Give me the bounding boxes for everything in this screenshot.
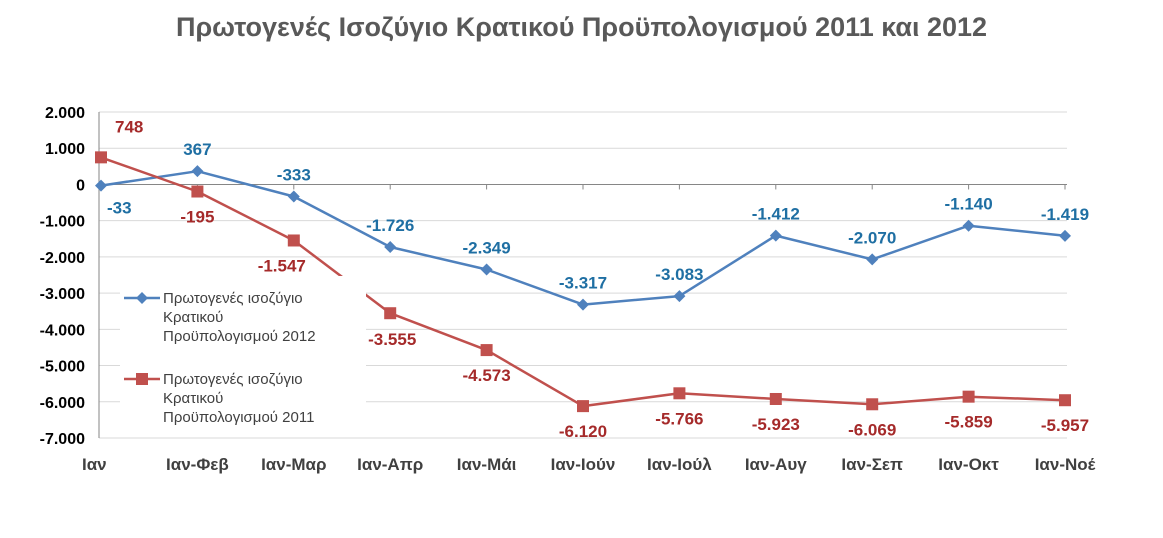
y-tick-label: -7.000: [40, 431, 85, 448]
series-1-point: [191, 165, 204, 178]
legend-label: Προϋπολογισμού 2011: [163, 409, 314, 426]
x-tick-label: Ιαν-Απρ: [357, 455, 423, 474]
series-1-point: [577, 298, 589, 311]
data-label: -195: [180, 208, 214, 227]
data-label: -1.412: [752, 205, 800, 224]
data-label: -1.419: [1041, 205, 1089, 224]
legend-label: Προϋπολογισμού 2012: [163, 328, 316, 345]
data-label: -4.573: [462, 366, 510, 385]
data-label: -5.859: [944, 413, 992, 432]
series-2-point: [287, 234, 300, 247]
data-label: -2.070: [848, 228, 896, 247]
y-tick-label: 1.000: [45, 141, 85, 158]
x-tick-label: Ιαν-Αυγ: [745, 455, 807, 474]
series-2-point: [191, 185, 204, 198]
legend-label: Πρωτογενές ισοζύγιο: [163, 371, 303, 388]
series-1-point: [1059, 229, 1071, 242]
y-tick-label: -2.000: [40, 250, 85, 267]
data-label: -6.069: [848, 420, 896, 439]
data-label: 748: [115, 117, 143, 136]
series-2-point: [673, 387, 686, 400]
y-tick-label: -5.000: [40, 359, 85, 376]
series-2-point: [384, 307, 397, 320]
series-2-point: [1059, 394, 1071, 407]
x-tick-label: Ιαν-Ιούν: [551, 455, 616, 474]
legend-bg: [120, 357, 366, 419]
y-tick-label: -1.000: [40, 214, 85, 231]
y-tick-label: 0: [76, 177, 85, 194]
x-tick-label: Ιαν-Μαρ: [261, 455, 326, 474]
x-tick-label: Ιαν-Φεβ: [166, 455, 229, 474]
y-tick-label: -3.000: [40, 286, 85, 303]
legend-swatch-marker: [136, 292, 148, 304]
data-label: -1.140: [944, 195, 992, 214]
x-tick-label: Ιαν-Νοέ: [1035, 455, 1096, 474]
data-label: -3.555: [368, 330, 416, 349]
series-2-point: [577, 400, 589, 413]
legend-bg: [120, 276, 366, 338]
data-label: -6.120: [559, 422, 607, 441]
x-tick-label: Ιαν-Οκτ: [938, 455, 999, 474]
series-2-point: [962, 390, 975, 403]
data-label: -5.766: [655, 409, 703, 428]
series-1-point: [384, 240, 397, 253]
legend-label: Κρατικού: [163, 309, 223, 326]
data-label: -5.957: [1041, 416, 1089, 435]
series-1-point: [287, 190, 300, 203]
data-label: -3.317: [559, 274, 607, 293]
data-label: -3.083: [655, 265, 703, 284]
data-label: 367: [183, 140, 211, 159]
series-1-point: [95, 179, 107, 192]
x-tick-label: Ιαν-Ιούλ: [647, 455, 712, 474]
x-tick-label: Ιαν-Σεπ: [841, 455, 903, 474]
data-label: -1.547: [258, 256, 306, 275]
legend-label: Πρωτογενές ισοζύγιο: [163, 290, 303, 307]
chart-title: Πρωτογενές Ισοζύγιο Κρατικού Προϋπολογισ…: [175, 12, 988, 42]
data-label: -5.923: [752, 415, 800, 434]
data-label: -333: [277, 166, 311, 185]
series-2-point: [866, 398, 879, 411]
x-tick-label: Ιαν-Μάι: [457, 455, 517, 474]
y-tick-label: -6.000: [40, 395, 85, 412]
y-tick-label: 2.000: [45, 105, 85, 122]
series-2-point: [480, 344, 493, 357]
series-1-point: [480, 263, 493, 276]
x-tick-label: Ιαν: [82, 455, 107, 474]
series-1-point: [769, 229, 782, 242]
legend-label: Κρατικού: [163, 390, 223, 407]
data-label: -33: [107, 199, 132, 218]
series-1-point: [866, 253, 879, 266]
y-tick-label: -4.000: [40, 322, 85, 339]
data-label: -2.349: [462, 239, 510, 258]
series-2-point: [95, 151, 107, 164]
series-2-point: [769, 392, 782, 405]
data-label: -1.726: [366, 216, 414, 235]
series-1-point: [962, 219, 975, 232]
series-1-point: [673, 290, 686, 303]
legend-swatch-marker: [136, 373, 148, 385]
